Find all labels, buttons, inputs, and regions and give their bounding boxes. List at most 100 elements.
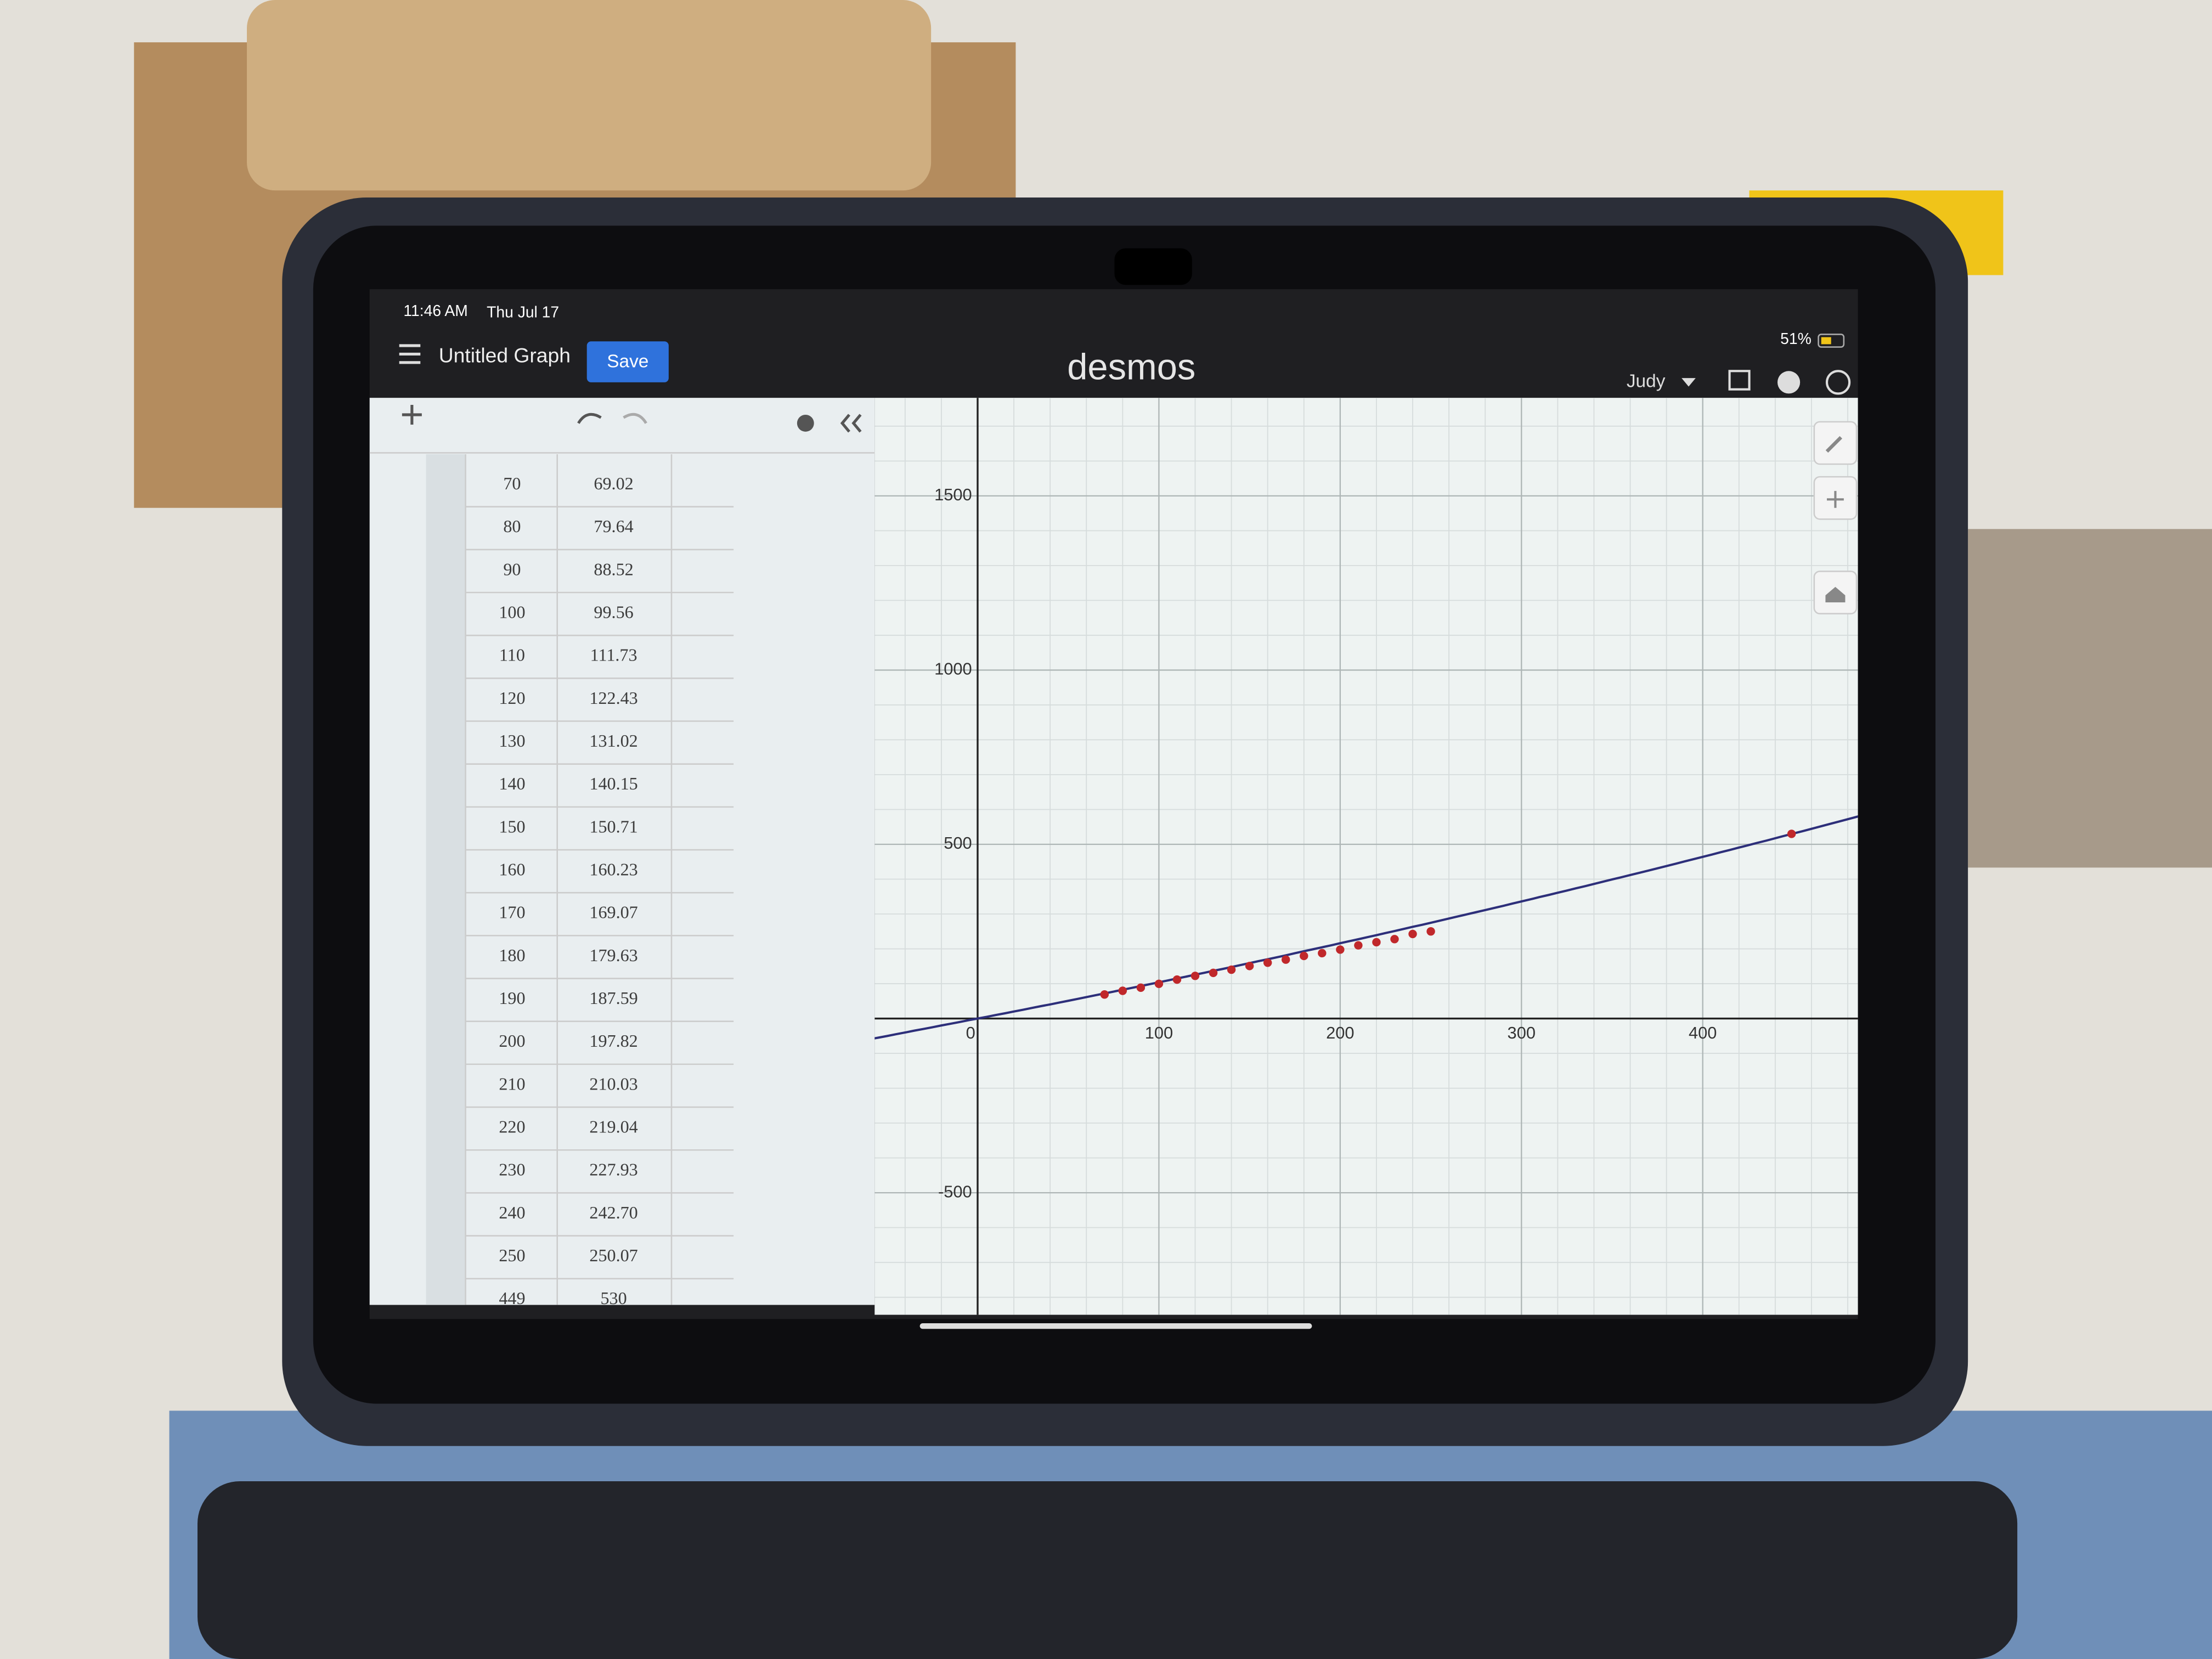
table-y-cell: 250.07 xyxy=(589,1245,637,1265)
save-label[interactable]: Save xyxy=(607,352,648,372)
data-point xyxy=(1426,927,1435,936)
logo: desmos xyxy=(1067,346,1195,387)
table-x-cell: 190 xyxy=(499,988,525,1008)
table-x-cell: 210 xyxy=(499,1074,525,1093)
data-point xyxy=(1318,949,1327,958)
table-y-cell: 69.02 xyxy=(594,473,633,493)
cardboard-spool xyxy=(247,0,932,191)
camera-notch xyxy=(1114,248,1192,285)
table-y-cell: 79.64 xyxy=(594,516,633,536)
settings-button[interactable] xyxy=(797,415,814,432)
table-y-cell: 187.59 xyxy=(589,988,637,1008)
table-y-cell: 242.70 xyxy=(589,1203,637,1222)
language-button[interactable] xyxy=(1825,370,1851,395)
table-x-cell: 230 xyxy=(499,1160,525,1180)
table-x-cell: 160 xyxy=(499,859,525,879)
data-point xyxy=(1372,938,1381,947)
table-x-cell: 80 xyxy=(503,516,521,536)
row-gutter xyxy=(426,454,466,1305)
user-dropdown-arrow[interactable] xyxy=(1681,378,1696,387)
x-tick-label: 100 xyxy=(1145,1023,1173,1042)
table-y-cell: 169.07 xyxy=(589,902,637,922)
table-x-cell: 110 xyxy=(499,645,525,665)
zoom-in-icon xyxy=(1827,490,1844,508)
table-x-cell: 140 xyxy=(499,774,525,793)
table-x-cell: 90 xyxy=(503,559,521,579)
table-x-cell: 180 xyxy=(499,945,525,965)
graph: 0 100 200 300 400 1500 1000 500 -500 xyxy=(874,398,1858,1315)
table-x-cell: 70 xyxy=(503,473,521,493)
table-x-cell: 240 xyxy=(499,1203,525,1222)
y-tick-label: 1500 xyxy=(934,485,972,504)
table-y-cell: 140.15 xyxy=(589,774,637,793)
table-y-cell: 88.52 xyxy=(594,559,633,579)
graph-paper xyxy=(874,398,1858,1315)
data-point xyxy=(1172,975,1182,984)
table-x-cell: 100 xyxy=(499,602,525,622)
data-point xyxy=(1408,929,1417,939)
graph-title[interactable]: Untitled Graph xyxy=(439,343,571,366)
data-table: 70 69.02 80 79.64 90 88.52 100 99.56 110 111.73 12… xyxy=(465,454,734,1308)
table-y-cell: 210.03 xyxy=(589,1074,637,1093)
x-tick-label: 300 xyxy=(1508,1023,1536,1042)
save-button[interactable] xyxy=(586,341,669,382)
collapse-panel-button[interactable] xyxy=(840,414,862,433)
add-item-button[interactable] xyxy=(402,405,422,425)
table-y-cell: 160.23 xyxy=(589,859,637,879)
table-y-cell: 131.02 xyxy=(589,731,637,751)
table-x-cell: 250 xyxy=(499,1245,525,1265)
data-point xyxy=(1100,990,1109,999)
table-x-cell: 120 xyxy=(499,688,525,708)
table-y-cell: 99.56 xyxy=(594,602,633,622)
user-menu[interactable]: Judy xyxy=(1627,371,1666,392)
table-x-cell: 200 xyxy=(499,1031,525,1051)
table-y-cell: 197.82 xyxy=(589,1031,637,1051)
table-y-cell: 219.04 xyxy=(589,1117,637,1137)
data-point xyxy=(1336,945,1345,954)
data-point xyxy=(1282,955,1290,964)
y-tick-label: -500 xyxy=(938,1182,972,1201)
data-point xyxy=(1154,979,1164,989)
status-date: Thu Jul 17 xyxy=(487,303,559,320)
table-x-cell: 449 xyxy=(499,1288,525,1308)
data-point xyxy=(1787,830,1796,838)
home-indicator xyxy=(919,1323,1312,1329)
y-tick-label: 1000 xyxy=(934,659,972,679)
data-point xyxy=(1300,951,1308,961)
table-y-cell: 122.43 xyxy=(589,688,637,708)
redo-button[interactable] xyxy=(623,413,647,424)
table-x-cell: 170 xyxy=(499,902,525,922)
data-point xyxy=(1263,958,1272,967)
table-x-cell: 150 xyxy=(499,816,525,836)
graph-tools xyxy=(1813,421,1858,614)
data-point xyxy=(1209,968,1218,978)
table-x-cell: 220 xyxy=(499,1117,525,1137)
data-point xyxy=(1118,986,1127,995)
x-tick-label: 0 xyxy=(966,1023,975,1042)
paper-scrap xyxy=(1968,529,2212,868)
y-tick-label: 500 xyxy=(944,833,972,853)
wrench-icon xyxy=(1825,436,1842,453)
table-x-cell: 130 xyxy=(499,731,525,751)
menu-button[interactable] xyxy=(399,344,421,364)
data-point xyxy=(1136,983,1146,992)
keyboard xyxy=(198,1481,2018,1659)
table-y-cell: 111.73 xyxy=(590,645,637,665)
table-y-cell: 179.63 xyxy=(589,945,637,965)
data-point xyxy=(1245,962,1254,970)
data-point xyxy=(1390,935,1399,944)
battery-level: 51% xyxy=(1780,330,1812,347)
help-button[interactable] xyxy=(1778,371,1801,394)
undo-button[interactable] xyxy=(577,413,602,424)
share-button[interactable] xyxy=(1728,370,1751,391)
home-icon xyxy=(1825,586,1846,602)
status-time: 11:46 AM xyxy=(403,302,467,319)
x-tick-label: 400 xyxy=(1689,1023,1717,1042)
fit-curve xyxy=(874,815,1858,1040)
data-point xyxy=(1227,965,1236,974)
table-y-cell: 530 xyxy=(600,1288,627,1308)
battery-fill xyxy=(1821,337,1831,345)
table-y-cell: 227.93 xyxy=(589,1160,637,1180)
